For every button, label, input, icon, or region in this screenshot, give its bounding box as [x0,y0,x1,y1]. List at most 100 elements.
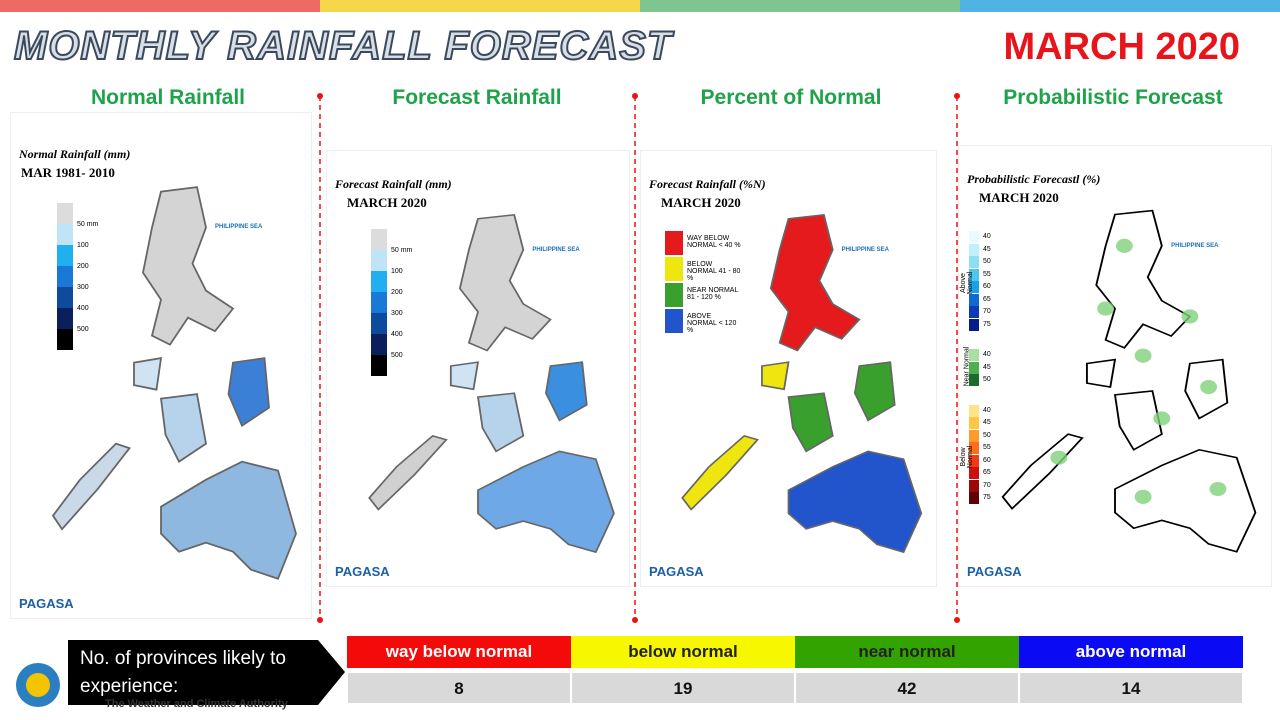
legend-label: 45 [983,245,991,253]
prob-dot [1153,411,1171,426]
legend-swatch [969,404,979,417]
island [142,186,235,346]
panel-title: Forecast Rainfall [392,86,562,109]
map-subtitle: MARCH 2020 [347,195,427,210]
prob-dot [1050,450,1068,465]
island [761,361,790,391]
legend-label: 65 [983,295,991,303]
logo: PAGASA [649,564,704,579]
legend-swatch [969,374,979,386]
tagline: The Weather and Climate Authority [105,698,288,710]
island [1113,390,1163,451]
map [368,213,615,554]
legend-label: BELOW NORMAL 41 - 80 % [687,261,741,282]
islands [681,213,923,554]
island [853,361,896,422]
legend-swatch [371,334,387,355]
table-header: way below normal [347,636,571,668]
map-panel: Forecast Rainfall (mm) MARCH 2020 PHILIPPI… [326,150,630,587]
legend-swatch [665,257,683,281]
island [1085,358,1117,388]
legend-swatch [969,318,979,331]
map [51,186,297,580]
legend-swatch [371,355,387,376]
island [1095,209,1192,349]
page-title: MONTHLY RAINFALL FORECAST [13,23,673,69]
legend-swatch [969,429,979,442]
legend-label: 60 [983,283,991,290]
islands [51,186,297,580]
legend-swatch [665,231,683,255]
prob-dot [1097,301,1115,316]
legend-swatch [665,283,683,307]
panel-title: Percent of Normal [700,86,882,109]
island [681,434,759,511]
legend-label: 50 [983,258,991,265]
map-title: Probabilistic Forecastl (%) [967,172,1101,186]
legend-group-name: Below Normal [960,445,974,468]
sea-label: PHILIPPINE SEA [841,246,889,253]
island [458,213,552,352]
legend-label: 50 mm [391,247,413,254]
prob-dot [1209,481,1227,497]
panel-title: Probabilistic Forecast [1003,86,1223,109]
legend-swatch [969,293,979,306]
legend-label: 45 [983,363,991,371]
table-header: near normal [795,636,1019,668]
table-value: 42 [795,672,1019,704]
legend-swatch [969,256,979,268]
island [227,357,270,428]
legend-swatch [57,245,73,266]
legend-label: 70 [983,308,991,315]
legend-label: 65 [983,469,991,476]
legend-label: NEAR NORMAL 81 - 120 % [687,287,739,301]
legend-swatch [57,329,73,350]
legend-label: 60 [983,456,991,464]
islands [368,213,615,554]
sea-label: PHILIPPINE SEA [532,246,580,253]
legend-label: 50 mm [77,221,99,228]
legend-swatch [969,349,979,361]
sea-label: PHILIPPINE SEA [1171,242,1219,249]
prob-dot [1134,348,1152,363]
island [368,434,448,511]
island [449,361,480,391]
legend-label: 200 [391,289,403,296]
legend-swatch [57,266,73,287]
logo: PAGASA [19,596,74,611]
map-subtitle: MARCH 2020 [979,190,1059,205]
legend-label: 40 [983,233,991,240]
legend-swatch [969,361,979,374]
island [51,442,131,531]
island [477,450,615,554]
legend-swatch [969,492,979,504]
panel-title: Normal Rainfall [90,86,246,109]
legend-swatch [969,281,979,293]
legend-group-name: Near Normal [963,346,971,387]
table-header: above normal [1019,636,1243,668]
legend-label: 200 [77,263,89,270]
island [787,450,923,554]
map-subtitle: MAR 1981- 2010 [21,165,115,180]
legend-label: 55 [983,444,991,451]
legend-swatch [969,454,979,467]
map [681,213,923,554]
legend-label: 400 [77,305,89,312]
legend-swatch [969,306,979,318]
island [133,357,163,391]
legend-swatch [969,268,979,281]
legend-label: 50 [983,431,991,439]
legend-label: 400 [391,331,403,338]
period: MARCH 2020 [1003,26,1240,68]
islands [1001,209,1257,553]
island [545,361,588,422]
map-title: Forecast Rainfall (mm) [335,177,452,191]
legend-swatch [57,308,73,329]
legend-label: 75 [983,320,991,328]
map-title: Normal Rainfall (mm) [19,147,131,161]
sea-label: PHILIPPINE SEA [215,224,263,231]
legend-swatch [969,231,979,243]
legend-swatch [57,287,73,308]
